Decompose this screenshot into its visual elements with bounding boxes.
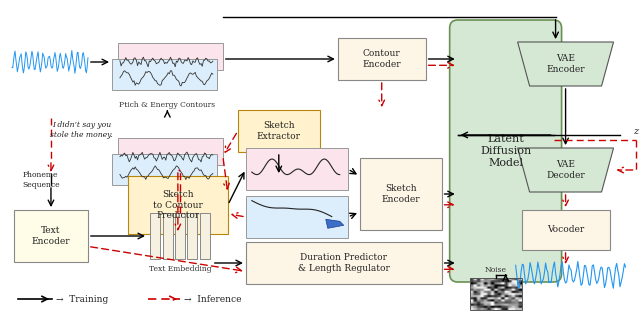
- Bar: [470, 278, 522, 310]
- Text: Sketch
Encoder: Sketch Encoder: [381, 184, 420, 204]
- Bar: [200, 213, 209, 259]
- Text: Text Embedding: Text Embedding: [148, 265, 211, 273]
- Bar: [112, 154, 217, 185]
- Bar: [118, 43, 223, 70]
- Text: Text
Encoder: Text Encoder: [31, 226, 70, 246]
- Text: VAE
Encoder: VAE Encoder: [547, 54, 585, 74]
- Text: →  Inference: → Inference: [184, 295, 241, 304]
- Bar: [175, 213, 185, 259]
- Text: z: z: [634, 127, 639, 137]
- Bar: [522, 210, 609, 250]
- Polygon shape: [518, 148, 614, 192]
- Bar: [238, 110, 320, 152]
- Text: Vocoder: Vocoder: [547, 225, 584, 235]
- Polygon shape: [518, 42, 614, 86]
- Text: Phoneme
Sequence: Phoneme Sequence: [22, 171, 60, 189]
- Text: Ptich & Energy Contours: Ptich & Energy Contours: [119, 101, 216, 109]
- Bar: [187, 213, 197, 259]
- Bar: [246, 196, 348, 238]
- Text: Sketch
Extractor: Sketch Extractor: [257, 121, 301, 141]
- Polygon shape: [326, 219, 344, 228]
- Text: Contour
Encoder: Contour Encoder: [362, 49, 401, 69]
- Bar: [118, 138, 223, 165]
- Bar: [246, 242, 442, 284]
- Bar: [163, 213, 173, 259]
- Text: VAE
Decoder: VAE Decoder: [546, 160, 585, 180]
- Bar: [112, 59, 217, 90]
- Text: Latent
Diffusion
Model: Latent Diffusion Model: [480, 134, 531, 168]
- Text: Duration Predictor
& Length Regulator: Duration Predictor & Length Regulator: [298, 253, 390, 273]
- Text: I didn’t say you
stole the money.: I didn’t say you stole the money.: [50, 122, 113, 138]
- Bar: [360, 158, 442, 230]
- Bar: [246, 148, 348, 190]
- FancyBboxPatch shape: [450, 20, 561, 282]
- Bar: [14, 210, 88, 262]
- Text: →  Training: → Training: [56, 295, 108, 304]
- Bar: [150, 213, 160, 259]
- Text: Sketch
to Contour
Predictor: Sketch to Contour Predictor: [153, 190, 203, 220]
- Bar: [128, 176, 228, 234]
- Text: Noise: Noise: [484, 266, 507, 274]
- Bar: [338, 38, 426, 80]
